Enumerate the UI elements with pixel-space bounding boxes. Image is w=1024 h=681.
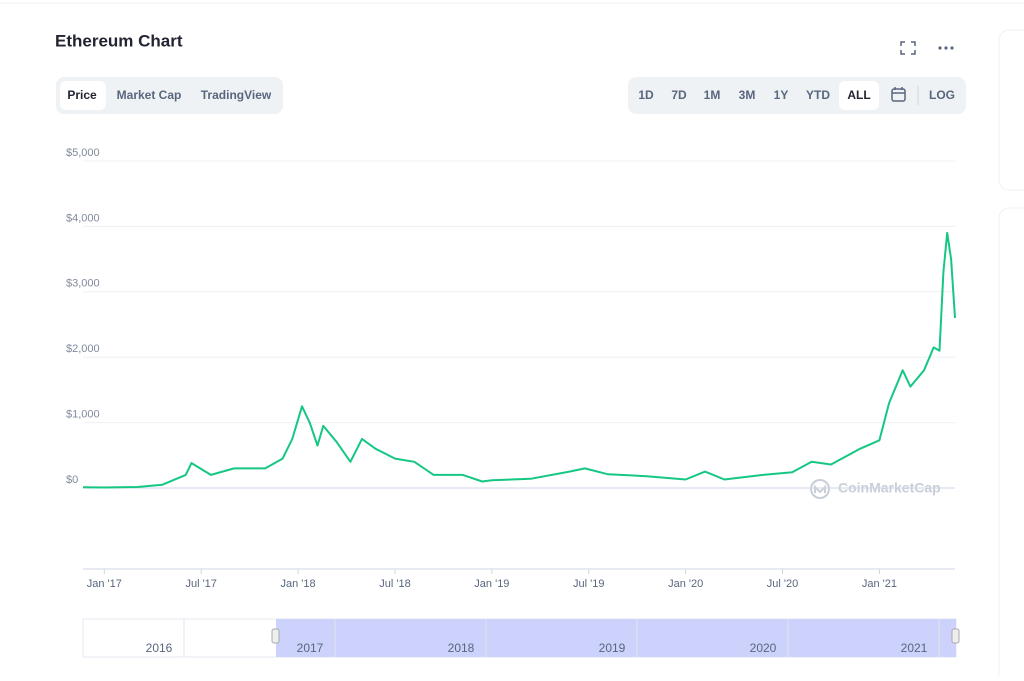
more-icon[interactable] <box>938 46 954 50</box>
navigator-label: 2017 <box>297 641 324 655</box>
log-button[interactable]: LOG <box>929 88 955 102</box>
tab[interactable]: Market Cap <box>117 88 182 102</box>
chart-title: Ethereum Chart <box>55 31 183 50</box>
x-tick-label: Jan '17 <box>87 578 122 590</box>
navigator-label: 2018 <box>448 641 475 655</box>
range-button[interactable]: YTD <box>806 88 830 102</box>
tab[interactable]: TradingView <box>201 88 272 102</box>
range-button[interactable]: 1Y <box>774 88 789 102</box>
range-button[interactable]: ALL <box>847 88 870 102</box>
tab-active <box>60 81 106 110</box>
side-panel <box>998 207 1024 681</box>
watermark-logo <box>810 479 830 499</box>
range-button[interactable]: 7D <box>671 88 687 102</box>
calendar-icon[interactable] <box>891 87 906 102</box>
x-tick-label: Jan '21 <box>862 578 897 590</box>
x-tick-label: Jan '18 <box>281 578 316 590</box>
tab[interactable]: Price <box>67 88 97 102</box>
range-button[interactable]: 3M <box>739 88 756 102</box>
range-button[interactable]: 1D <box>638 88 654 102</box>
navigator-handle[interactable] <box>951 628 960 644</box>
side-panel <box>998 29 1024 191</box>
x-tick-label: Jul '20 <box>767 578 798 590</box>
tab-group <box>56 77 283 114</box>
y-tick-label: $3,000 <box>66 278 100 290</box>
navigator-label: 2016 <box>146 641 173 655</box>
y-tick-label: $2,000 <box>66 343 100 355</box>
x-tick-label: Jul '19 <box>573 578 604 590</box>
range-button[interactable]: 1M <box>704 88 721 102</box>
navigator-label: 2021 <box>901 641 928 655</box>
range-group <box>628 77 966 114</box>
navigator-selection[interactable] <box>276 619 956 657</box>
y-tick-label: $4,000 <box>66 212 100 224</box>
navigator-label: 2020 <box>750 641 777 655</box>
y-tick-label: $5,000 <box>66 147 100 159</box>
x-tick-label: Jul '17 <box>185 578 216 590</box>
y-tick-label: $0 <box>66 474 78 486</box>
navigator-label: 2019 <box>599 641 626 655</box>
fullscreen-icon[interactable] <box>900 41 916 55</box>
price-line <box>82 231 956 489</box>
x-tick-label: Jan '20 <box>668 578 703 590</box>
navigator-handle[interactable] <box>271 628 280 644</box>
range-active <box>839 81 879 110</box>
x-tick-label: Jul '18 <box>379 578 410 590</box>
x-tick-label: Jan '19 <box>474 578 509 590</box>
y-tick-label: $1,000 <box>66 409 100 421</box>
